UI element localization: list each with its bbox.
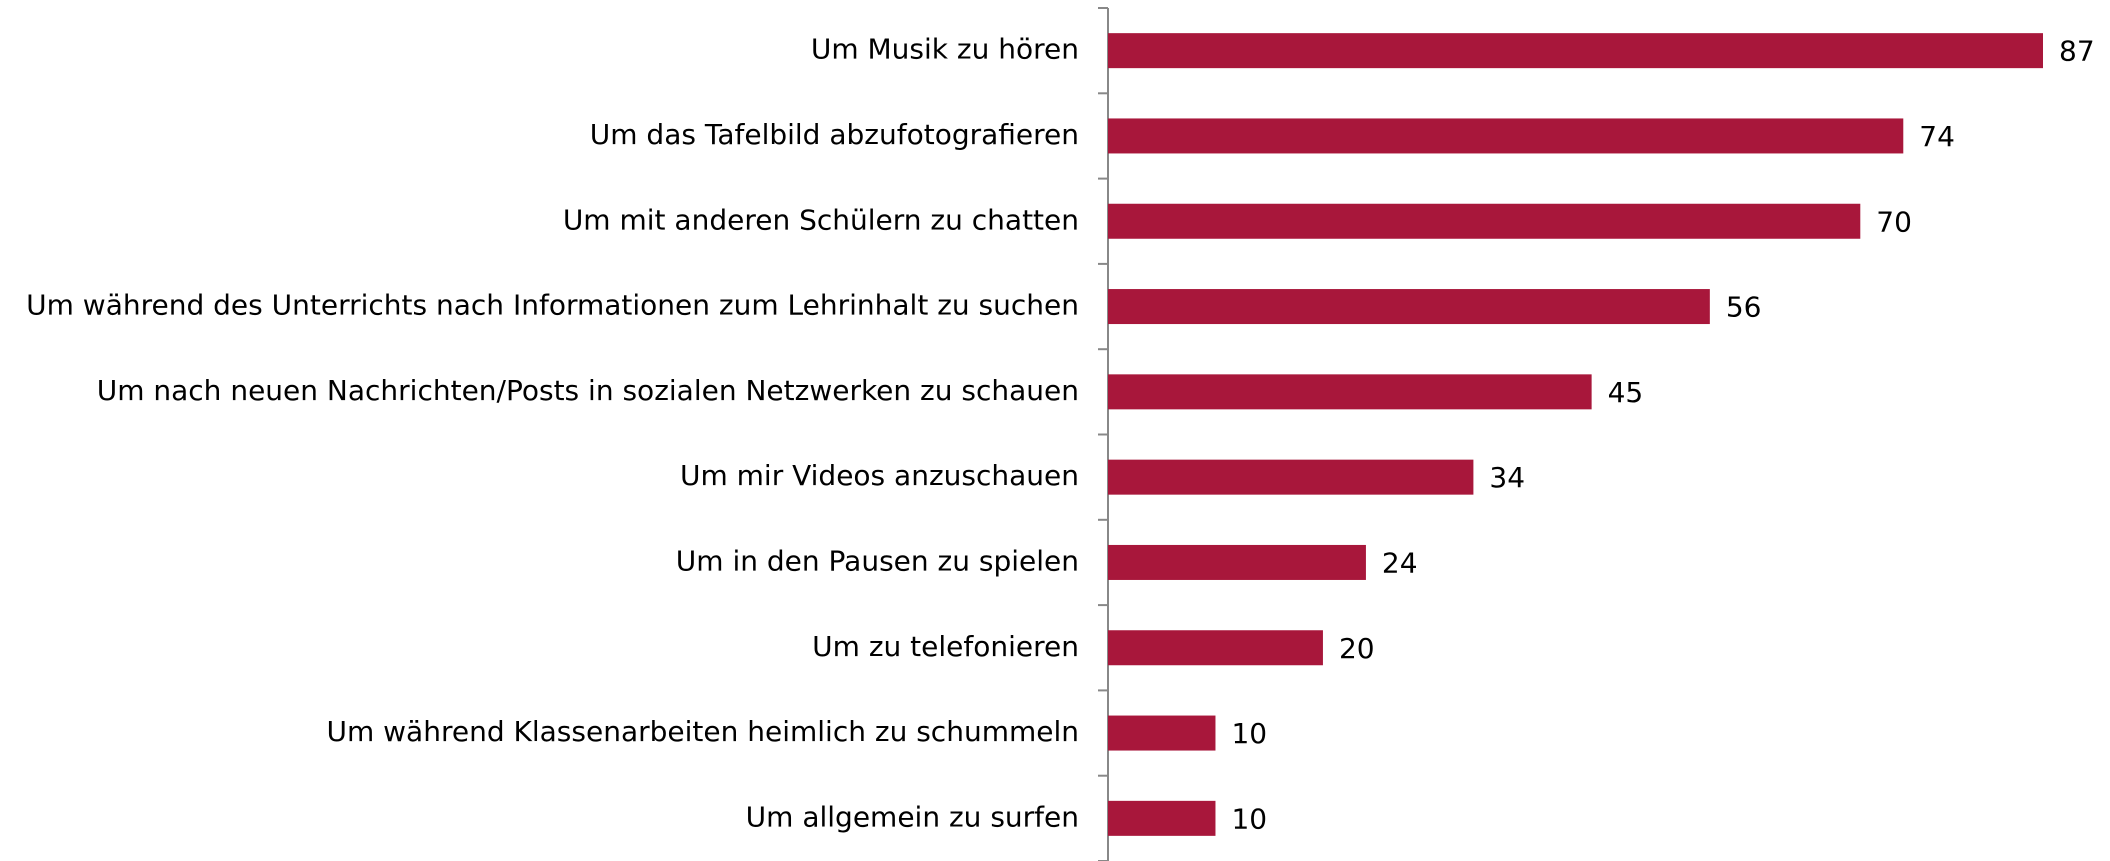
category-label: Um das Tafelbild abzufotografieren [590, 118, 1079, 151]
bar [1108, 544, 1366, 580]
bar [1108, 800, 1216, 836]
value-label: 56 [1726, 291, 1762, 324]
category-label: Um mir Videos anzuschauen [680, 459, 1079, 492]
bar [1108, 203, 1861, 239]
category-label: Um während des Unterrichts nach Informat… [26, 289, 1079, 322]
value-label: 20 [1339, 632, 1375, 665]
value-label: 70 [1876, 205, 1912, 238]
value-label: 34 [1489, 461, 1525, 494]
bar [1108, 33, 2043, 69]
category-label: Um Musik zu hören [811, 33, 1079, 66]
category-label: Um während Klassenarbeiten heimlich zu s… [326, 715, 1079, 748]
value-label: 45 [1608, 376, 1644, 409]
value-label: 87 [2059, 35, 2095, 68]
value-label: 74 [1919, 120, 1955, 153]
value-label: 10 [1231, 717, 1267, 750]
value-label: 10 [1231, 802, 1267, 835]
category-label: Um zu telefonieren [812, 630, 1079, 663]
value-label: 24 [1382, 546, 1418, 579]
category-label: Um nach neuen Nachrichten/Posts in sozia… [97, 374, 1079, 407]
bar [1108, 118, 1904, 154]
category-label: Um in den Pausen zu spielen [676, 544, 1079, 577]
bar [1108, 630, 1323, 666]
bar [1108, 715, 1216, 751]
bar [1108, 289, 1710, 325]
category-label: Um allgemein zu surfen [746, 800, 1079, 833]
category-label: Um mit anderen Schülern zu chatten [563, 203, 1079, 236]
bar [1108, 374, 1592, 410]
bar [1108, 459, 1474, 495]
